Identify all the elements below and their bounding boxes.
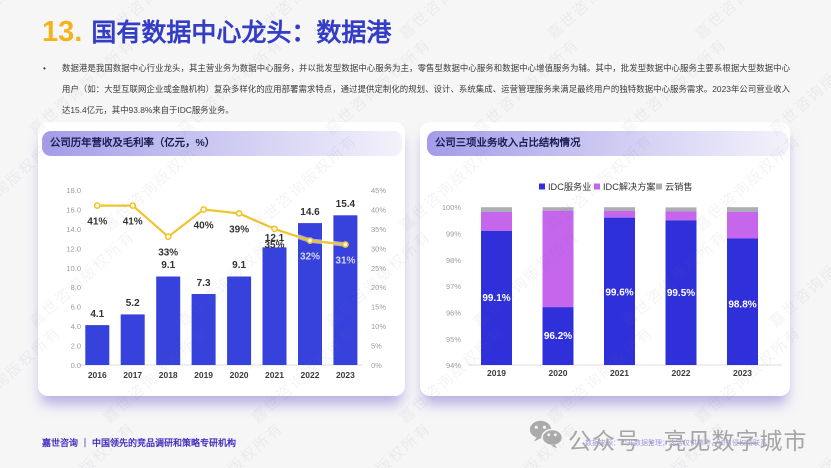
svg-text:2023: 2023 bbox=[733, 368, 752, 378]
svg-text:20%: 20% bbox=[371, 283, 386, 292]
svg-text:2022: 2022 bbox=[672, 368, 691, 378]
svg-text:9.1: 9.1 bbox=[161, 260, 175, 271]
svg-text:4.0: 4.0 bbox=[71, 322, 81, 331]
svg-text:98%: 98% bbox=[446, 256, 461, 265]
svg-text:2019: 2019 bbox=[194, 370, 213, 380]
svg-text:2023: 2023 bbox=[336, 370, 355, 380]
svg-text:2017: 2017 bbox=[123, 370, 142, 380]
svg-text:14.6: 14.6 bbox=[300, 207, 320, 218]
svg-text:39%: 39% bbox=[229, 224, 249, 235]
svg-text:30%: 30% bbox=[371, 244, 386, 253]
svg-text:100%: 100% bbox=[442, 203, 462, 212]
svg-text:41%: 41% bbox=[123, 217, 143, 228]
svg-text:6.0: 6.0 bbox=[71, 303, 81, 312]
svg-text:14.0: 14.0 bbox=[66, 225, 81, 234]
svg-text:8.0: 8.0 bbox=[71, 283, 81, 292]
svg-text:2019: 2019 bbox=[487, 368, 506, 378]
svg-text:99.1%: 99.1% bbox=[482, 293, 510, 304]
svg-text:2021: 2021 bbox=[265, 370, 284, 380]
svg-text:45%: 45% bbox=[371, 186, 386, 195]
svg-text:0%: 0% bbox=[371, 361, 382, 370]
svg-text:98.8%: 98.8% bbox=[728, 299, 756, 310]
svg-text:IDC服务业: IDC服务业 bbox=[548, 181, 591, 192]
svg-text:2016: 2016 bbox=[88, 370, 107, 380]
svg-text:15.4: 15.4 bbox=[336, 199, 356, 210]
svg-text:99.5%: 99.5% bbox=[667, 288, 695, 299]
svg-text:12.1: 12.1 bbox=[265, 233, 285, 244]
svg-text:99.6%: 99.6% bbox=[605, 288, 633, 299]
svg-text:33%: 33% bbox=[158, 248, 178, 259]
svg-text:40%: 40% bbox=[194, 221, 214, 232]
svg-text:12.0: 12.0 bbox=[66, 244, 81, 253]
svg-text:99%: 99% bbox=[446, 230, 461, 239]
svg-text:16.0: 16.0 bbox=[66, 205, 81, 214]
svg-text:10%: 10% bbox=[371, 322, 386, 331]
svg-text:9.1: 9.1 bbox=[232, 260, 246, 271]
svg-text:96%: 96% bbox=[446, 309, 461, 318]
svg-text:35%: 35% bbox=[371, 225, 386, 234]
svg-text:18.0: 18.0 bbox=[66, 186, 81, 195]
svg-text:2022: 2022 bbox=[301, 370, 320, 380]
svg-text:5.2: 5.2 bbox=[126, 298, 140, 309]
svg-text:95%: 95% bbox=[446, 335, 461, 344]
svg-text:31%: 31% bbox=[335, 256, 355, 267]
svg-text:0.0: 0.0 bbox=[71, 361, 81, 370]
svg-text:5%: 5% bbox=[371, 342, 382, 351]
svg-text:2020: 2020 bbox=[549, 368, 568, 378]
svg-text:云销售: 云销售 bbox=[665, 181, 693, 192]
svg-text:IDC解决方案: IDC解决方案 bbox=[603, 181, 656, 192]
svg-text:94%: 94% bbox=[446, 361, 461, 370]
svg-text:2018: 2018 bbox=[159, 370, 178, 380]
svg-text:32%: 32% bbox=[300, 252, 320, 263]
svg-text:2020: 2020 bbox=[230, 370, 249, 380]
svg-text:10.0: 10.0 bbox=[66, 264, 81, 273]
svg-text:25%: 25% bbox=[371, 264, 386, 273]
svg-text:40%: 40% bbox=[371, 205, 386, 214]
svg-text:2.0: 2.0 bbox=[71, 342, 81, 351]
svg-text:7.3: 7.3 bbox=[197, 278, 211, 289]
svg-text:4.1: 4.1 bbox=[90, 309, 104, 320]
svg-text:15%: 15% bbox=[371, 303, 386, 312]
svg-text:97%: 97% bbox=[446, 282, 461, 291]
svg-text:96.2%: 96.2% bbox=[544, 331, 572, 342]
svg-text:2021: 2021 bbox=[610, 368, 629, 378]
svg-text:35%: 35% bbox=[264, 240, 284, 251]
svg-text:41%: 41% bbox=[87, 217, 107, 228]
